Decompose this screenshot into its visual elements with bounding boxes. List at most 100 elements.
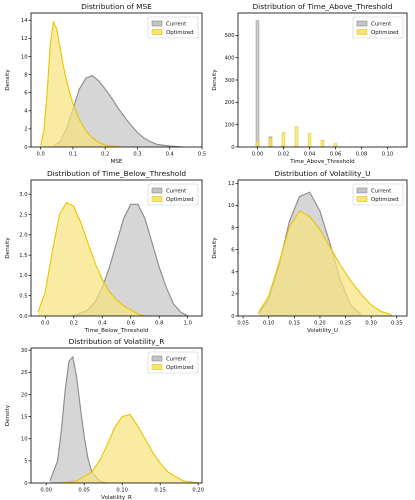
y-tick-label: 400 (225, 55, 235, 61)
x-tick-label: 0.1 (69, 152, 77, 158)
legend-label-optimized: Optimized (166, 197, 194, 203)
chart-distribution-of-volatility-r: 0.00 0.05 0.10 0.15 0.20 0 5 10 15 20 25 30 Distribu… (5, 337, 204, 500)
x-tick-label: 0.10 (116, 488, 128, 494)
area-current (50, 356, 107, 483)
y-tick-label: 6 (231, 247, 234, 253)
legend-label-optimized: Optimized (371, 30, 399, 36)
x-tick-label: 0.20 (192, 488, 204, 494)
x-tick-label: 0.05 (237, 321, 249, 327)
kde-line-optimized (61, 413, 199, 484)
kde-line-optimized (40, 20, 122, 148)
y-tick-label: 4 (24, 109, 28, 115)
legend-label-optimized: Optimized (166, 365, 194, 371)
y-axis-label: Density (212, 69, 218, 91)
area-optimized (38, 202, 145, 316)
series-optimized (37, 201, 146, 317)
legend-swatch-optimized (356, 29, 368, 35)
x-tick-label: 0.04 (304, 152, 316, 158)
legend-swatch-optimized (356, 196, 368, 202)
x-tick-label: 0.06 (330, 152, 342, 158)
y-tick-label: 0.5 (19, 294, 27, 300)
x-tick-label: 0.6 (127, 321, 135, 327)
y-tick-label: 4 (231, 270, 235, 276)
legend-swatch-current (356, 187, 368, 194)
area-optimized (258, 210, 392, 316)
y-tick-label: 20 (21, 392, 28, 398)
legend-label-current: Current (166, 357, 186, 363)
x-tick-label: 0.25 (340, 321, 352, 327)
y-axis-label: Density (212, 237, 218, 259)
y-tick-label: 8 (231, 225, 234, 231)
legend-swatch-current (151, 20, 163, 27)
x-tick-label: 0.02 (278, 152, 290, 158)
legend: Current Optimized (352, 16, 404, 39)
y-tick-label: 0 (24, 481, 27, 487)
y-tick-label: 6 (24, 90, 27, 96)
y-tick-label: 30 (21, 348, 28, 354)
legend-swatch-current (356, 20, 368, 27)
y-tick-label: 2 (231, 292, 234, 298)
x-axis-label: Volatility_R (101, 495, 132, 500)
axes-frame (237, 179, 408, 317)
x-axis-label: Volatility_U (307, 328, 338, 334)
bar-optimized-0 (255, 141, 260, 148)
y-axis-label: Density (5, 69, 11, 91)
legend-label-current: Current (371, 22, 391, 28)
x-tick-label: 0.4 (166, 152, 175, 158)
x-axis-label: Time_Below_Threshold (84, 328, 149, 334)
x-axis-label: MSE (111, 159, 123, 165)
bar-optimized-4 (307, 133, 312, 148)
series-optimized (40, 20, 122, 148)
chart-title: Distribution of Time_Above_Threshold (252, 2, 392, 11)
y-tick-label: 0 (231, 145, 234, 151)
axes-frame (30, 12, 203, 148)
x-tick-label: 1.0 (184, 321, 192, 327)
series-optimized (61, 413, 199, 484)
y-tick-label: 5 (24, 459, 27, 465)
y-tick-label: 1.0 (19, 273, 27, 279)
x-tick-label: 0.0 (37, 152, 45, 158)
x-tick-label: 0.8 (155, 321, 163, 327)
bar-current-0 (255, 20, 260, 148)
x-tick-label: 0.08 (356, 152, 368, 158)
legend: Current Optimized (147, 16, 199, 39)
legend-swatch-optimized (151, 29, 163, 35)
y-tick-label: 500 (225, 33, 235, 39)
y-tick-label: 0.0 (19, 314, 27, 320)
bar-optimized-1 (268, 137, 273, 148)
legend-swatch-current (151, 355, 163, 362)
y-tick-label: 100 (225, 122, 235, 128)
y-tick-label: 3.0 (19, 192, 27, 198)
y-tick-label: 14 (21, 18, 28, 24)
legend: Current Optimized (352, 183, 404, 206)
y-tick-label: 12 (21, 36, 28, 42)
chart-distribution-of-time-above-threshold: 0.00 0.02 0.04 0.06 0.08 0.10 0 100 200 300 400 500… (212, 2, 408, 165)
axes-frame (30, 179, 203, 317)
legend-swatch-current (151, 187, 163, 194)
kde-line-optimized (37, 201, 146, 317)
x-tick-label: 0.5 (198, 152, 206, 158)
legend: Current Optimized (147, 351, 199, 374)
axes-frame (30, 347, 203, 484)
legend-label-optimized: Optimized (371, 197, 399, 203)
legend-label-current: Current (371, 189, 391, 195)
y-tick-label: 10 (228, 203, 235, 209)
y-tick-label: 300 (225, 78, 235, 84)
series-optimized (255, 126, 338, 148)
kde-line-optimized (258, 210, 392, 316)
y-tick-label: 10 (21, 54, 28, 60)
x-tick-label: 0.10 (263, 321, 275, 327)
y-tick-label: 8 (24, 72, 27, 78)
legend-label-current: Current (166, 22, 186, 28)
area-optimized (61, 414, 199, 483)
x-tick-label: 0.10 (382, 152, 394, 158)
y-tick-label: 15 (21, 414, 28, 420)
x-tick-label: 0.20 (314, 321, 326, 327)
y-tick-label: 2 (24, 127, 27, 133)
legend-label-current: Current (166, 189, 186, 195)
x-tick-label: 0.4 (98, 321, 107, 327)
x-tick-label: 0.2 (101, 152, 109, 158)
bar-optimized-5 (320, 140, 325, 148)
series-current (255, 20, 286, 148)
